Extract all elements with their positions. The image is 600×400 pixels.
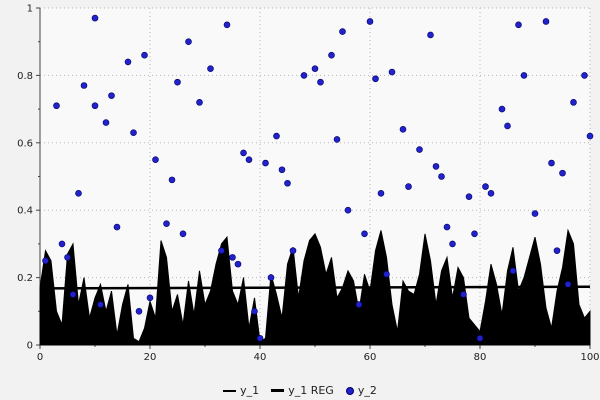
scatter-point-y2 [262, 159, 269, 167]
scatter-point-y2 [256, 334, 264, 342]
scatter-point-y2 [581, 72, 588, 79]
x-tick-label: 80 [474, 352, 487, 363]
y-tick-label: 1 [27, 4, 33, 15]
scatter-point-y2 [267, 274, 275, 281]
scatter-point-y2 [449, 240, 456, 248]
scatter-point-y2 [113, 223, 121, 231]
scatter-point-y2 [498, 105, 506, 113]
scatter-point-y2 [278, 166, 286, 174]
scatter-point-y2 [487, 190, 495, 197]
x-tick-label: 0 [37, 352, 43, 363]
scatter-point-y2 [300, 72, 308, 79]
scatter-point-y2 [53, 102, 60, 110]
scatter-point-y2 [339, 28, 346, 35]
scatter-point-y2 [64, 254, 71, 261]
scatter-point-y2 [333, 136, 341, 143]
scatter-point-y2 [141, 51, 148, 59]
regression-line-y1 [39, 285, 591, 290]
scatter-point-y2 [69, 291, 77, 298]
scatter-point-y2 [152, 156, 159, 163]
scatter-point-y2 [245, 156, 253, 163]
scatter-point-y2 [520, 72, 528, 79]
scatter-point-y2 [344, 206, 352, 214]
x-tick-label: 60 [364, 352, 377, 363]
scatter-point-y2 [80, 82, 88, 89]
scatter-point-y2 [207, 65, 214, 72]
scatter-point-y2 [102, 119, 110, 126]
scatter-point-y2 [366, 18, 374, 25]
x-tick-label: 20 [144, 352, 157, 363]
scatter-point-y2 [168, 176, 176, 184]
scatter-point-y2 [229, 254, 236, 261]
scatter-point-y2 [328, 51, 335, 59]
scatter-point-y2 [251, 307, 258, 315]
scatter-point-y2 [91, 14, 99, 22]
scatter-point-y2 [531, 210, 539, 217]
scatter-point-y2 [218, 247, 225, 254]
scatter-point-y2 [185, 38, 192, 46]
scatter-point-y2 [460, 291, 467, 298]
scatter-point-y2 [388, 68, 396, 76]
scatter-point-y2 [515, 21, 522, 29]
x-tick-label: 40 [254, 352, 267, 363]
scatter-point-y2 [548, 159, 555, 167]
scatter-point-y2 [174, 78, 181, 86]
scatter-point-y2 [240, 149, 247, 157]
scatter-point-y2 [42, 257, 49, 265]
scatter-point-y2 [471, 230, 478, 238]
scatter-point-y2 [559, 169, 566, 177]
scatter-point-y2 [427, 31, 434, 39]
y-tick-label: 0.6 [17, 138, 33, 149]
scatter-point-y2 [234, 260, 242, 268]
scatter-point-y2 [438, 173, 445, 180]
scatter-point-y2 [399, 126, 407, 133]
scatter-point-y2 [355, 301, 363, 308]
scatter-point-y2 [135, 307, 143, 315]
scatter-point-y2 [553, 247, 561, 254]
scatter-point-y2 [383, 270, 390, 278]
scatter-point-y2 [108, 92, 115, 99]
scatter-point-y2 [361, 230, 368, 238]
scatter-point-y2 [570, 99, 577, 106]
scatter-point-y2 [273, 132, 280, 140]
scatter-point-y2 [124, 58, 132, 66]
scatter-point-y2 [317, 78, 324, 86]
y-tick-label: 0.8 [17, 71, 33, 82]
scatter-point-y2 [586, 132, 594, 140]
scatter-point-y2 [179, 230, 187, 238]
scatter-point-y2 [432, 163, 440, 170]
scatter-point-y2 [564, 281, 572, 288]
scatter-point-y2 [509, 267, 517, 275]
scatter-point-y2 [91, 102, 99, 110]
scatter-point-y2 [130, 129, 137, 136]
scatter-point-y2 [223, 21, 231, 29]
y-tick-label: 0.4 [17, 206, 33, 217]
scatter-point-y2 [284, 179, 291, 187]
x-tick-label: 100 [580, 352, 599, 363]
scatter-point-y2 [163, 220, 170, 227]
scatter-point-y2 [289, 247, 297, 254]
scatter-point-y2 [465, 193, 473, 201]
scatter-point-y2 [476, 334, 484, 342]
y-tick-label: 0 [27, 341, 33, 352]
scatter-point-y2 [482, 183, 489, 190]
scatter-point-y2 [196, 99, 203, 106]
scatter-point-y2 [372, 75, 379, 83]
scatter-point-y2 [75, 190, 82, 197]
scatter-point-y2 [97, 301, 104, 308]
scatter-point-y2 [58, 240, 66, 248]
scatter-point-y2 [146, 294, 154, 302]
scatter-point-y2 [405, 183, 412, 190]
scatter-point-y2 [504, 122, 511, 130]
scatter-point-y2 [311, 65, 319, 72]
scatter-point-y2 [377, 190, 385, 197]
y-tick-label: 0.2 [17, 273, 33, 284]
scatter-point-y2 [542, 18, 550, 25]
scatter-point-y2 [416, 146, 423, 153]
scatter-point-y2 [443, 223, 451, 231]
